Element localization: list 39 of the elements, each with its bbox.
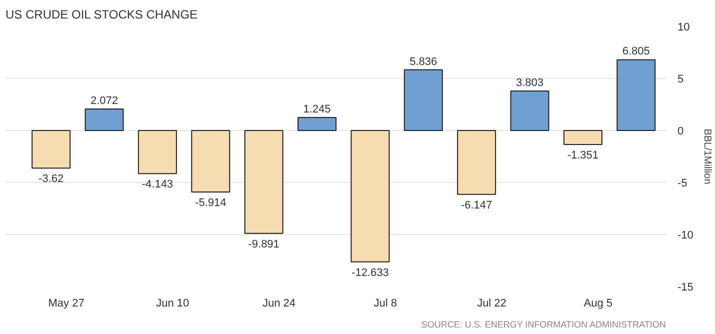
y-tick-label: 0 [678,126,684,138]
x-tick-label: Jun 24 [262,298,296,310]
data-label: 6.805 [622,46,650,58]
y-tick-label: -10 [678,230,694,242]
bar [84,108,124,131]
bar [404,69,443,131]
data-label: -1.351 [567,150,599,162]
x-tick-label: Jun 10 [156,298,190,310]
bar [510,90,550,131]
y-tick-label: 10 [678,22,690,34]
bar [563,130,602,146]
y-tick-label: 5 [678,74,684,86]
data-label: 1.245 [303,104,331,116]
bar [138,130,177,174]
data-label: 2.072 [90,94,118,107]
bar [32,130,71,169]
x-tick-label: Jul 22 [477,298,506,310]
bar [457,130,496,195]
bar [244,130,284,234]
y-axis-title: BBL/1Million [701,128,712,184]
x-tick-label: May 27 [48,298,84,310]
data-label: -3.62 [38,173,64,186]
bar [298,117,336,131]
bar [350,130,390,262]
data-label: 3.803 [516,76,544,89]
y-tick-label: -15 [678,282,694,294]
source-note: SOURCE: U.S. ENERGY INFORMATION ADMINISTRATION [421,320,666,330]
y-tick-label: -5 [678,178,688,190]
bar [616,59,656,131]
chart-title: US CRUDE OIL STOCKS CHANGE [6,8,198,22]
data-label: -5.914 [195,197,226,210]
data-label: -9.891 [248,238,280,250]
bar [191,130,230,193]
x-tick-label: Aug 5 [584,298,612,310]
x-tick-label: Jul 8 [374,298,398,310]
data-label: -6.147 [460,199,492,212]
data-label: -4.143 [142,178,174,191]
data-label: -12.633 [352,266,389,279]
data-label: 5.836 [410,56,438,68]
